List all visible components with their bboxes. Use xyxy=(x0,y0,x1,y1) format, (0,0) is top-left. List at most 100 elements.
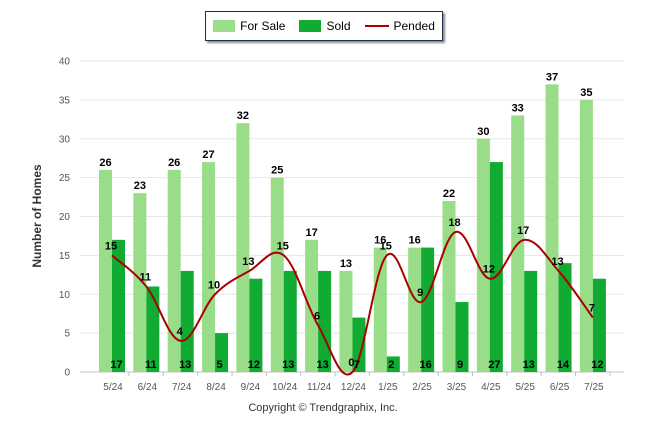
data-label-for-sale: 26 xyxy=(168,157,180,169)
x-tick-label: 10/24 xyxy=(272,382,297,393)
y-tick-label: 35 xyxy=(59,95,71,106)
data-label-pended: 9 xyxy=(417,287,423,299)
bar-for-sale xyxy=(408,247,422,372)
data-label-pended: 15 xyxy=(380,240,392,252)
data-label-pended: 12 xyxy=(483,264,495,276)
data-label-sold: 2 xyxy=(388,359,394,371)
y-axis-label: Number of Homes xyxy=(30,164,44,268)
data-label-sold: 12 xyxy=(248,359,260,371)
bar-sold xyxy=(558,263,572,372)
data-label-pended: 11 xyxy=(140,271,152,283)
bar-for-sale xyxy=(579,99,593,372)
data-label-sold: 11 xyxy=(145,359,157,371)
bar-sold xyxy=(180,270,194,372)
bar-sold xyxy=(283,270,297,372)
x-tick-label: 5/24 xyxy=(103,382,123,393)
data-label-for-sale: 13 xyxy=(340,258,352,270)
data-label-for-sale: 22 xyxy=(443,188,455,200)
y-tick-label: 40 xyxy=(59,57,71,68)
bar-for-sale xyxy=(167,169,181,372)
x-tick-label: 7/24 xyxy=(172,382,192,393)
bar-for-sale xyxy=(339,270,353,372)
data-label-pended: 15 xyxy=(277,240,289,252)
data-label-for-sale: 17 xyxy=(305,227,317,239)
data-label-pended: 10 xyxy=(208,279,220,291)
y-tick-label: 20 xyxy=(59,212,71,223)
data-label-for-sale: 32 xyxy=(237,110,249,122)
data-label-sold: 16 xyxy=(420,359,432,371)
data-label-sold: 13 xyxy=(523,359,535,371)
legend-label-for-sale: For Sale xyxy=(240,19,286,33)
y-tick-label: 0 xyxy=(64,368,70,379)
bar-for-sale xyxy=(270,177,284,372)
bar-sold xyxy=(489,162,503,372)
data-label-for-sale: 37 xyxy=(546,71,558,83)
legend-item-pended[interactable]: Pended xyxy=(364,19,435,33)
bar-sold xyxy=(112,239,125,372)
data-label-for-sale: 26 xyxy=(99,157,111,169)
bar-for-sale xyxy=(442,200,456,372)
data-label-for-sale: 16 xyxy=(409,235,421,247)
x-axis-ticks: 5/24 6/24 7/24 8/24 9/24 10/24 11/24 12/24 1/25 2… xyxy=(103,372,611,393)
copyright-text: Copyright © Trendgraphix, Inc. xyxy=(248,402,398,414)
legend: For Sale Sold Pended xyxy=(205,11,443,41)
data-label-sold: 7 xyxy=(354,359,360,371)
bar-for-sale xyxy=(476,138,490,372)
x-tick-label: 6/25 xyxy=(550,382,570,393)
x-tick-label: 5/25 xyxy=(515,382,535,393)
for-sale-swatch xyxy=(213,20,236,32)
bar-for-sale xyxy=(236,123,250,372)
data-label-sold: 13 xyxy=(179,359,191,371)
y-tick-label: 30 xyxy=(59,134,71,145)
pended-line xyxy=(111,231,594,376)
legend-item-sold[interactable]: Sold xyxy=(299,19,351,33)
x-tick-label: 3/25 xyxy=(447,382,467,393)
x-tick-label: 4/25 xyxy=(481,382,501,393)
x-tick-label: 6/24 xyxy=(138,382,158,393)
bar-for-sale xyxy=(202,162,216,372)
data-label-sold: 14 xyxy=(557,359,570,371)
pended-line-path xyxy=(111,231,594,376)
data-label-for-sale: 25 xyxy=(271,165,283,177)
x-tick-label: 11/24 xyxy=(307,382,332,393)
data-label-sold: 5 xyxy=(216,359,222,371)
bar-sold xyxy=(249,278,263,372)
bar-sold xyxy=(352,317,366,372)
y-tick-label: 10 xyxy=(59,290,71,301)
y-tick-label: 25 xyxy=(59,173,71,184)
x-tick-label: 9/24 xyxy=(241,382,261,393)
x-tick-label: 1/25 xyxy=(378,382,398,393)
data-label-pended: 6 xyxy=(314,310,320,322)
bar-for-sale xyxy=(545,84,559,372)
data-label-pended: 4 xyxy=(177,326,184,338)
data-label-sold: 17 xyxy=(110,359,122,371)
data-label-for-sale: 16 xyxy=(374,235,386,247)
legend-label-sold: Sold xyxy=(326,19,351,33)
data-label-pended: 0 xyxy=(348,357,354,369)
data-label-sold: 12 xyxy=(591,359,603,371)
legend-item-for-sale[interactable]: For Sale xyxy=(213,19,285,33)
data-label-pended: 13 xyxy=(242,256,254,268)
x-tick-label: 2/25 xyxy=(412,382,432,393)
sold-swatch xyxy=(299,20,322,32)
bar-sold xyxy=(146,286,160,372)
data-label-pended: 7 xyxy=(589,303,595,315)
x-tick-label: 8/24 xyxy=(206,382,226,393)
bar-sold xyxy=(592,278,606,372)
bar-for-sale xyxy=(133,193,147,372)
data-label-for-sale: 27 xyxy=(202,149,214,161)
data-labels: 26 17 23 11 26 13 27 5 32 12 25 13 17 13 13 7 16 2 16 16 22 9… xyxy=(99,71,603,371)
bar-sold xyxy=(215,333,229,372)
data-label-for-sale: 30 xyxy=(477,126,489,138)
data-label-pended: 17 xyxy=(517,225,529,237)
data-label-sold: 27 xyxy=(488,359,500,371)
bar-sold xyxy=(455,302,469,372)
data-label-sold: 9 xyxy=(457,359,463,371)
data-label-for-sale: 33 xyxy=(512,102,524,114)
bar-for-sale xyxy=(305,239,319,372)
bar-sold xyxy=(524,270,538,372)
data-label-pended: 15 xyxy=(105,240,117,252)
y-axis-ticks: 0 5 10 15 20 25 30 35 40 xyxy=(59,57,71,379)
pended-swatch xyxy=(364,25,389,27)
